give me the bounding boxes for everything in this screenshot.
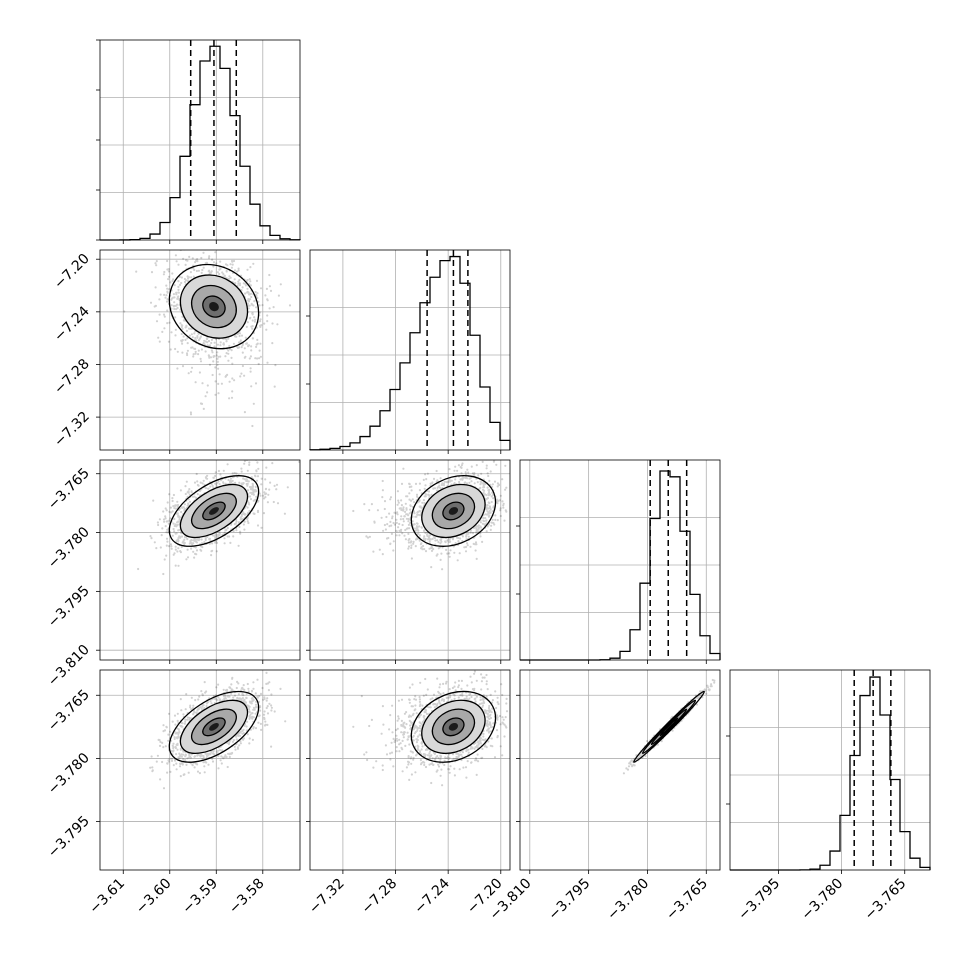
contour-line-2 <box>421 699 486 755</box>
histogram-steps-2 <box>520 470 721 661</box>
density-fill-3 <box>665 722 673 731</box>
panel-frame <box>309 459 511 661</box>
y-tick-label: −3.780 <box>45 750 93 798</box>
contour-line-3 <box>410 475 497 547</box>
y-tick-label: −3.765 <box>45 465 93 513</box>
contour-line-1 <box>190 492 237 530</box>
contour-line-0 <box>202 295 226 318</box>
x-tick-label: −3.765 <box>862 876 910 924</box>
y-tick-label: −7.20 <box>51 251 93 293</box>
histogram-panel-0 <box>96 39 301 244</box>
contour-line-2 <box>421 483 486 539</box>
x-tick-label: −3.780 <box>604 876 652 924</box>
histogram-steps-1 <box>309 255 511 451</box>
panel-frame <box>519 669 721 871</box>
histogram-panel-3 <box>726 669 931 874</box>
contour-line-1 <box>431 708 476 746</box>
contour-line-0 <box>659 717 679 737</box>
y-tick-label: −3.765 <box>45 687 93 735</box>
panel-frame <box>309 249 511 451</box>
scatter-panel-2-1 <box>306 459 511 664</box>
x-tick-label: −3.795 <box>546 876 594 924</box>
contour-line-1 <box>190 708 237 746</box>
y-tick-label: −3.795 <box>45 583 93 631</box>
panel-frame <box>729 669 931 871</box>
panel-content <box>352 460 510 571</box>
contour-line-1 <box>650 708 688 746</box>
y-tick-label: −3.795 <box>45 813 93 861</box>
x-tick-label: −3.60 <box>133 876 175 918</box>
x-tick-label: −3.61 <box>86 876 128 918</box>
y-tick-label: −3.810 <box>45 642 93 690</box>
histogram-panel-2 <box>516 459 721 664</box>
contour-line-3 <box>168 475 260 547</box>
scatter-panel-3-1 <box>306 669 511 874</box>
contour-line-1 <box>431 492 476 530</box>
scatter-panel-2-0 <box>96 459 301 664</box>
contour-line-2 <box>179 483 249 539</box>
scatter-panel-3-2 <box>516 669 721 874</box>
y-tick-label: −7.28 <box>51 356 93 398</box>
contour-line-3 <box>168 263 260 350</box>
panel-frame <box>99 39 301 241</box>
contour-line-2 <box>179 274 249 339</box>
x-tick-label: −3.765 <box>663 876 711 924</box>
contour-line-1 <box>190 284 237 329</box>
panel-frame <box>99 459 301 661</box>
contour-line-2 <box>641 699 697 755</box>
density-fill-3 <box>448 722 459 731</box>
y-tick-label: −7.32 <box>51 409 93 451</box>
density-fill-3 <box>448 507 459 515</box>
x-tick-label: −7.24 <box>411 875 453 917</box>
histogram-panel-1 <box>306 249 511 454</box>
panel-frame <box>99 249 301 451</box>
density-fill-3 <box>209 301 219 312</box>
panel-content <box>137 460 300 576</box>
panel-content <box>352 670 510 787</box>
panel-frame <box>99 669 301 871</box>
panel-content <box>622 678 716 775</box>
y-tick-label: −7.24 <box>51 303 93 345</box>
panel-frame <box>309 669 511 871</box>
panel-frame <box>519 459 721 661</box>
contour-line-0 <box>442 717 465 737</box>
scatter-panel-3-0 <box>96 669 301 874</box>
histogram-steps-3 <box>730 676 931 871</box>
contour-line-2 <box>179 699 249 755</box>
contour-line-3 <box>410 690 497 763</box>
x-tick-label: −3.780 <box>798 876 846 924</box>
histogram-steps-0 <box>99 45 301 241</box>
x-tick-label: −3.59 <box>179 876 221 918</box>
contour-line-3 <box>168 690 260 763</box>
contour-line-3 <box>633 690 705 763</box>
x-tick-label: −3.795 <box>735 876 783 924</box>
contour-line-0 <box>442 501 465 521</box>
panel-content <box>149 671 287 790</box>
x-tick-label: −7.32 <box>306 876 348 918</box>
x-tick-label: −3.58 <box>226 876 268 918</box>
panel-content <box>123 250 292 428</box>
x-tick-label: −7.28 <box>359 876 401 918</box>
scatter-panel-1-0 <box>96 249 301 454</box>
y-tick-label: −3.780 <box>45 524 93 572</box>
contour-line-0 <box>202 717 226 737</box>
density-fill-3 <box>209 722 219 731</box>
contour-line-0 <box>202 501 226 521</box>
density-fill-3 <box>209 507 219 515</box>
